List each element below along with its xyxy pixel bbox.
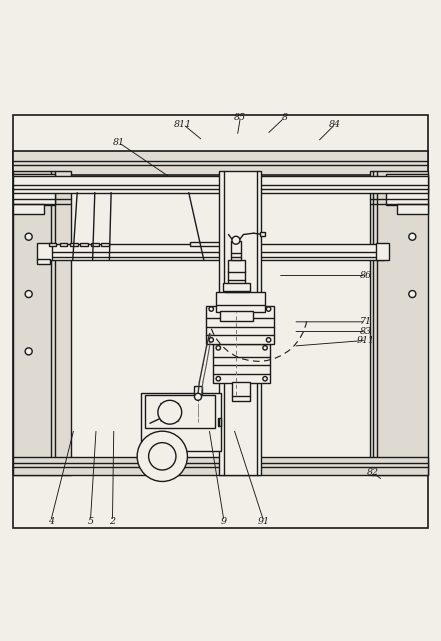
Bar [228,271,245,284]
Text: 84: 84 [329,120,341,129]
Bar [231,241,241,260]
Circle shape [409,290,416,297]
Bar [13,151,428,175]
Bar [397,204,428,214]
Bar [13,457,428,475]
Bar [91,244,99,246]
Bar [37,243,52,260]
Bar [260,232,265,236]
Circle shape [266,307,271,312]
Text: 71: 71 [360,317,372,326]
Circle shape [263,345,267,350]
Circle shape [263,376,267,381]
Bar [228,260,245,272]
Bar [13,171,71,475]
Bar [37,259,50,264]
Circle shape [216,376,220,381]
Circle shape [209,307,213,312]
Text: 8: 8 [281,113,288,122]
Text: 81: 81 [113,138,125,147]
Bar [218,418,221,426]
Bar [219,171,261,475]
Text: 85: 85 [234,113,247,122]
Circle shape [209,338,213,342]
Circle shape [149,443,176,470]
Text: 82: 82 [366,468,379,477]
Bar [225,284,249,292]
Bar [70,244,78,246]
Bar [49,244,56,246]
Bar [220,311,253,320]
Bar [44,244,384,260]
Bar [141,394,220,451]
Bar [80,244,88,246]
Bar [216,292,265,312]
Bar [13,176,428,192]
Text: 4: 4 [48,517,54,526]
Text: 86: 86 [360,271,372,280]
Bar [213,344,270,383]
Circle shape [266,338,271,342]
Bar [194,387,202,394]
Bar [101,244,109,246]
Bar [145,395,215,428]
Text: 811: 811 [174,120,192,129]
Bar [376,243,389,260]
Circle shape [232,237,240,244]
Circle shape [216,345,220,350]
Text: 5: 5 [87,517,93,526]
Text: 911: 911 [357,336,375,345]
Text: 91: 91 [258,517,270,526]
Bar [223,283,250,290]
Text: 9: 9 [221,517,227,526]
Circle shape [194,394,202,401]
Text: 83: 83 [360,327,372,336]
Bar [60,244,67,246]
Circle shape [25,290,32,297]
Bar [386,174,428,205]
Circle shape [25,348,32,355]
Bar [232,382,250,401]
Bar [13,174,55,205]
Bar [190,242,243,246]
Text: 2: 2 [109,517,116,526]
Circle shape [409,233,416,240]
Bar [206,306,274,344]
Circle shape [137,431,187,481]
Bar [370,171,428,475]
Circle shape [158,401,182,424]
Circle shape [25,233,32,240]
Bar [13,204,44,214]
